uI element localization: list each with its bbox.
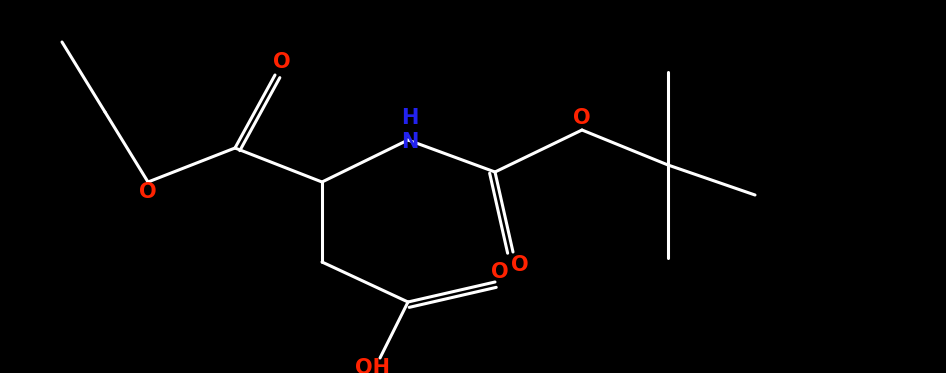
Text: OH: OH (355, 358, 390, 373)
Text: N: N (401, 132, 419, 152)
Text: O: O (511, 255, 529, 275)
Text: H: H (401, 108, 419, 128)
Text: O: O (273, 52, 290, 72)
Text: O: O (491, 262, 509, 282)
Text: O: O (573, 108, 591, 128)
Text: O: O (139, 182, 157, 202)
